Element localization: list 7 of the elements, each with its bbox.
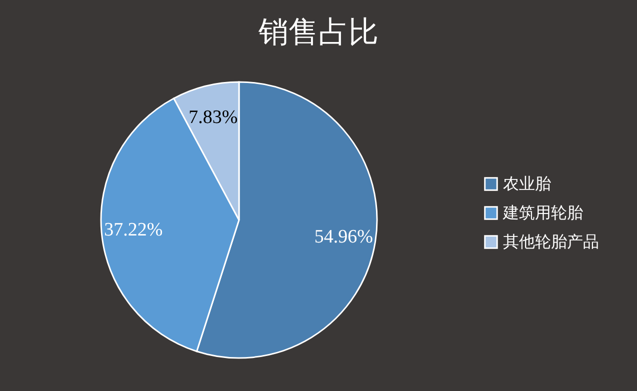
data-label: 37.22% [104,220,163,241]
legend-label: 农业胎 [503,174,551,193]
chart-title: 销售占比 [258,15,378,50]
legend-label: 建筑用轮胎 [502,203,583,222]
legend-label: 其他轮胎产品 [503,232,599,251]
data-label: 54.96% [314,226,374,248]
data-label: 7.83% [188,107,238,128]
